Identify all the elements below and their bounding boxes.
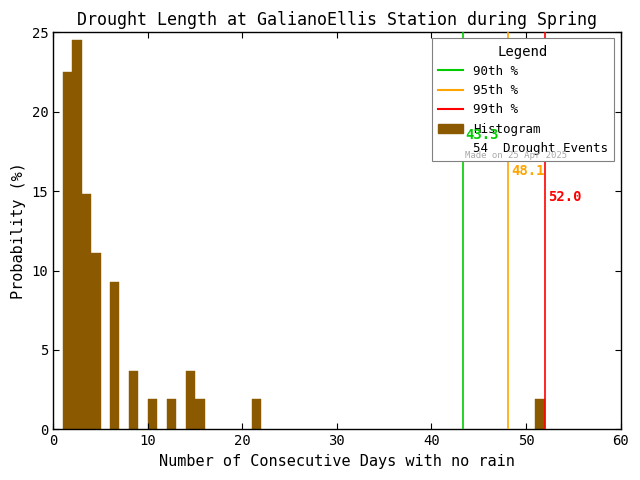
Bar [167,399,176,430]
Bar [536,399,545,430]
Bar [195,399,205,430]
Bar [63,72,72,430]
Bar [72,40,82,430]
X-axis label: Number of Consecutive Days with no rain: Number of Consecutive Days with no rain [159,454,515,469]
Bar [186,371,195,430]
Bar [129,371,138,430]
Bar [82,194,91,430]
Bar [148,399,157,430]
Y-axis label: Probability (%): Probability (%) [11,162,26,299]
Text: 43.3: 43.3 [465,128,499,142]
Title: Drought Length at GalianoEllis Station during Spring: Drought Length at GalianoEllis Station d… [77,11,597,29]
Bar [91,253,100,430]
Text: 48.1: 48.1 [511,164,545,178]
Legend: 90th %, 95th %, 99th %, Histogram, 54  Drought Events: 90th %, 95th %, 99th %, Histogram, 54 Dr… [432,38,614,161]
Bar [252,399,261,430]
Text: Made on 25 Apr 2025: Made on 25 Apr 2025 [465,151,568,160]
Bar [110,282,120,430]
Text: 52.0: 52.0 [548,190,581,204]
